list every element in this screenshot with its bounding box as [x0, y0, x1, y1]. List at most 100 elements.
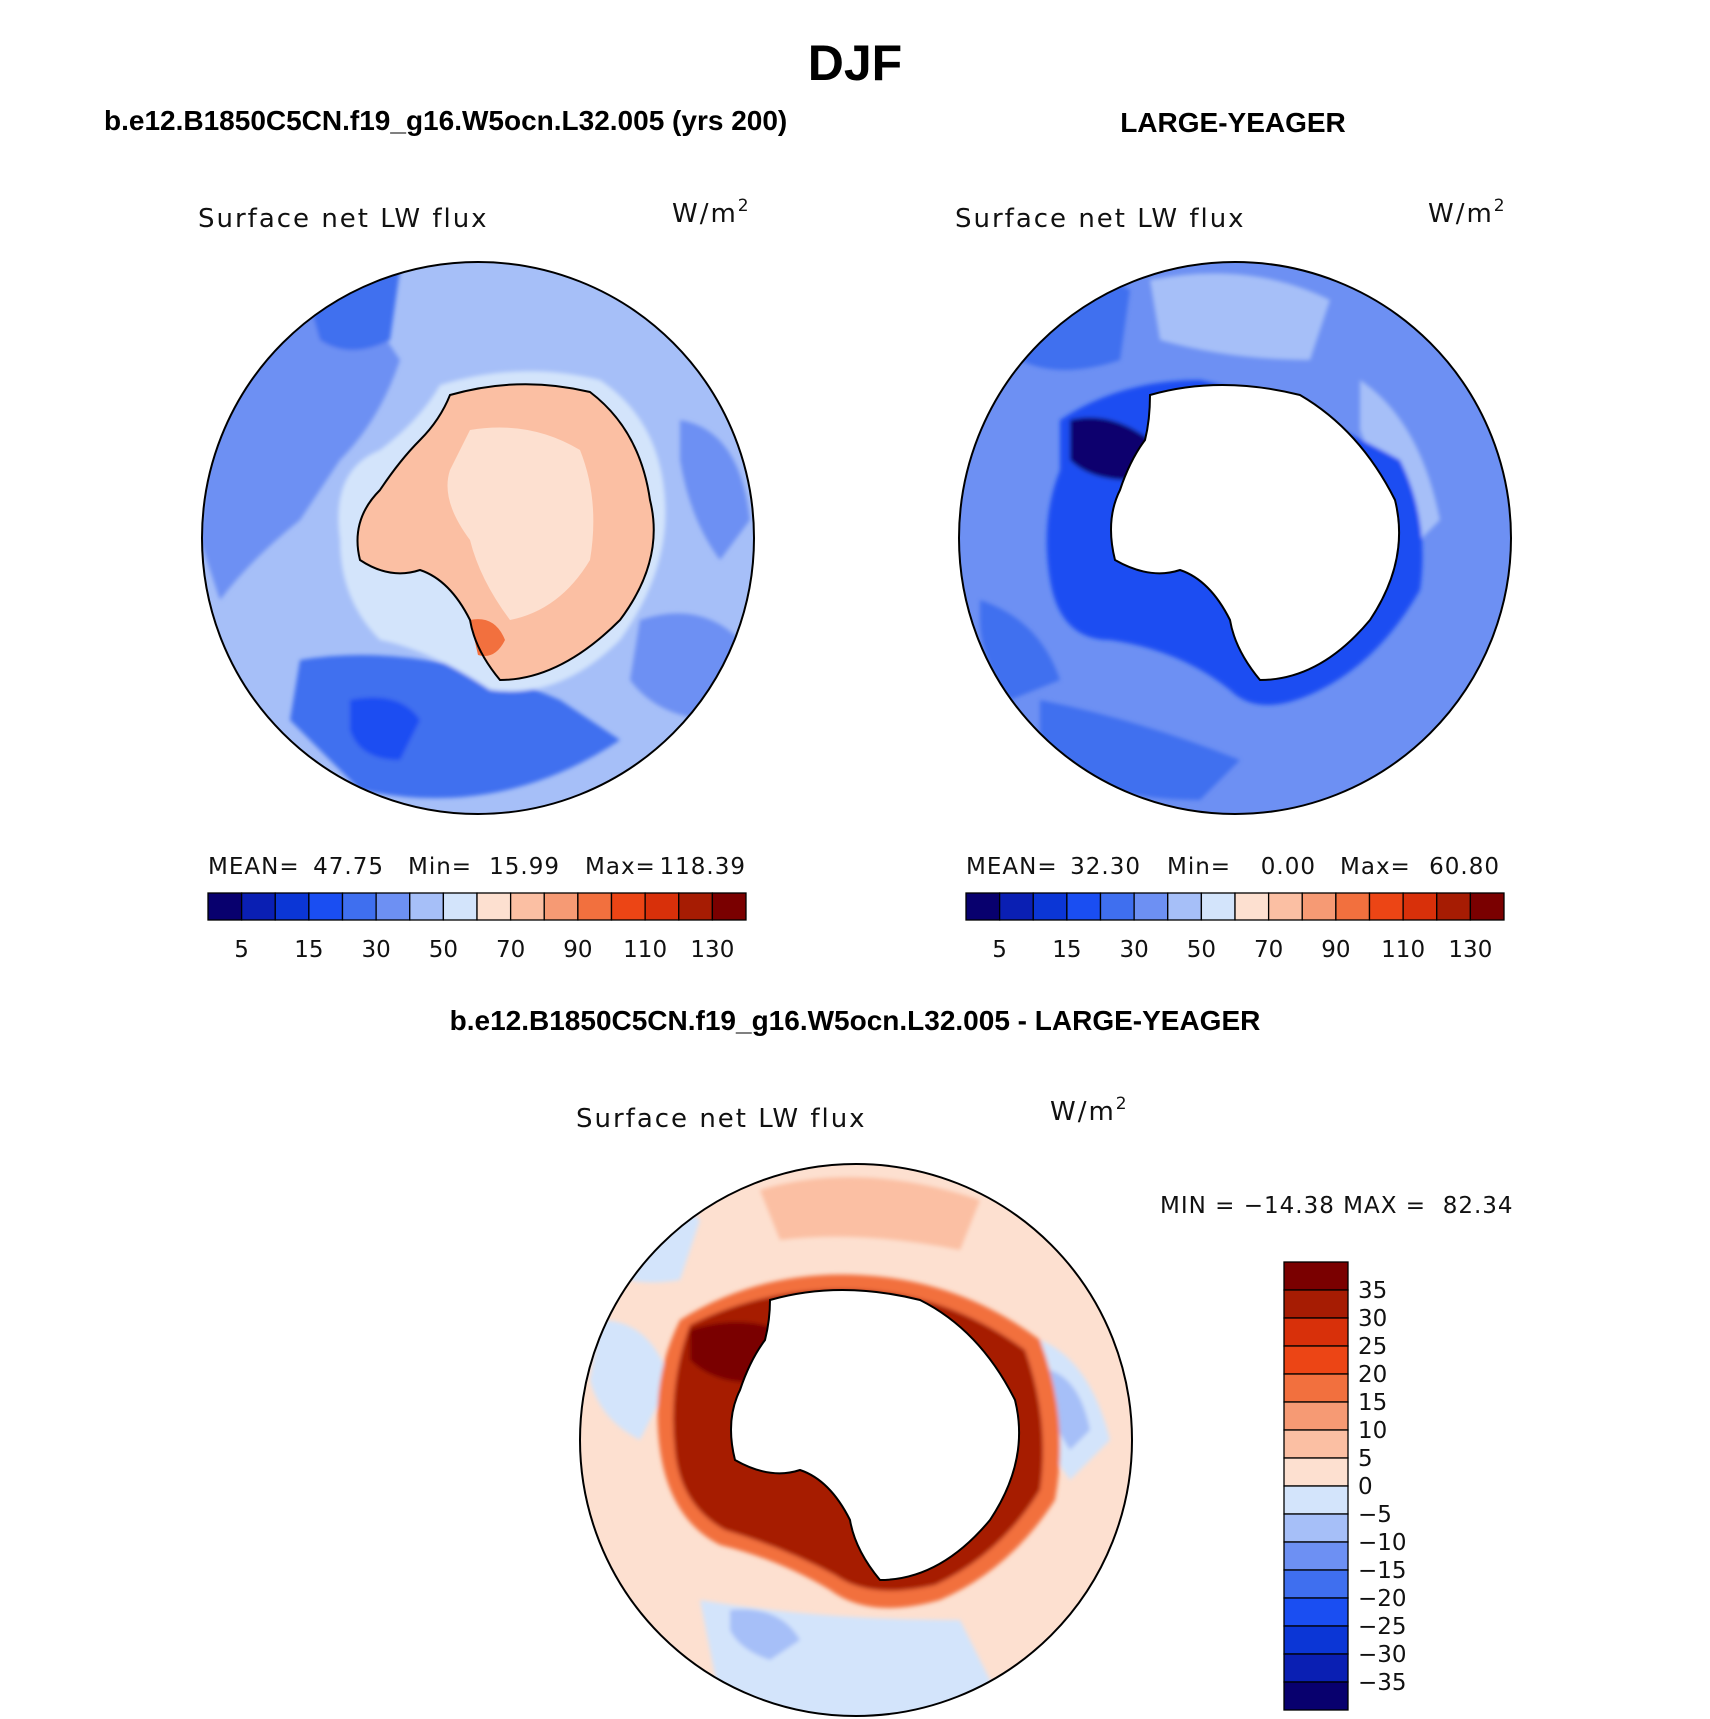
- diff-colorbar-tick-label: 5: [1358, 1446, 1373, 1472]
- left-units-base: W/m: [672, 199, 738, 229]
- right-map-coastline: [1110, 384, 1401, 682]
- diff-colorbar-swatch: [1283, 1345, 1349, 1375]
- left-map-antarctica-interior: [447, 427, 594, 620]
- left-colorbar-swatch: [678, 892, 714, 921]
- left-colorbar-swatch: [274, 892, 310, 921]
- left-colorbar-tick-label: 130: [690, 937, 734, 963]
- diff-units-base: W/m: [1050, 1097, 1116, 1127]
- diff-colorbar-swatch: [1283, 1513, 1349, 1543]
- left-colorbar-tick-label: 5: [234, 937, 249, 963]
- diff-colorbar-tick-label: −25: [1358, 1614, 1407, 1640]
- left-units-exp: 2: [738, 196, 751, 216]
- right-colorbar-swatch: [1032, 892, 1068, 921]
- right-colorbar-tick-label: 70: [1254, 937, 1283, 963]
- right-map-region-north: [1150, 273, 1330, 360]
- diff-units-exp: 2: [1116, 1094, 1129, 1114]
- diff-units: W/m2: [1050, 1094, 1129, 1127]
- left-stats-min-label: Min=: [408, 854, 472, 880]
- diff-colorbar-tick-label: 25: [1358, 1334, 1387, 1360]
- left-stats-max-label: Max=: [585, 854, 656, 880]
- diff-colorbar-swatch: [1283, 1681, 1349, 1711]
- right-colorbar-swatch: [1099, 892, 1135, 921]
- left-colorbar-swatch: [543, 892, 579, 921]
- left-map-region-south-core: [350, 697, 420, 760]
- left-colorbar-swatch: [341, 892, 377, 921]
- right-colorbar-swatch: [1066, 892, 1102, 921]
- diff-colorbar-tick-label: −15: [1358, 1558, 1407, 1584]
- diff-map-region-west: [590, 1320, 670, 1440]
- left-case-title: b.e12.B1850C5CN.f19_g16.W5ocn.L32.005 (y…: [104, 105, 787, 136]
- right-stats-min: 0.00: [1261, 854, 1316, 880]
- right-colorbar-swatch: [1402, 892, 1438, 921]
- right-colorbar-swatch: [1133, 892, 1169, 921]
- right-plot-title: Surface net LW flux: [955, 204, 1246, 234]
- diff-map-border: [579, 1163, 1133, 1717]
- left-colorbar-tick-label: 110: [623, 937, 667, 963]
- left-map-border: [201, 261, 755, 815]
- left-colorbar-tick-label: 90: [563, 937, 592, 963]
- right-colorbar-swatch: [1301, 892, 1337, 921]
- diff-colorbar-tick-label: −30: [1358, 1642, 1407, 1668]
- diff-colorbar-tick-label: 30: [1358, 1306, 1387, 1332]
- right-colorbar-swatch: [1436, 892, 1472, 921]
- diff-colorbar-swatch: [1283, 1401, 1349, 1431]
- left-colorbar-tick-label: 15: [294, 937, 323, 963]
- right-stats-max: 60.80: [1429, 854, 1500, 880]
- right-colorbar-swatch: [965, 892, 1001, 921]
- right-colorbar-swatch: [1368, 892, 1404, 921]
- page-title: DJF: [808, 35, 902, 91]
- left-stats-min: 15.99: [489, 854, 560, 880]
- diff-colorbar-tick-label: 35: [1358, 1278, 1387, 1304]
- right-colorbar-swatch: [1167, 892, 1203, 921]
- diff-colorbar-tick-label: 10: [1358, 1418, 1387, 1444]
- diff-plot-title: Surface net LW flux: [576, 1104, 867, 1134]
- diff-map-coastline: [730, 1289, 1021, 1582]
- left-colorbar-swatch: [240, 892, 276, 921]
- right-colorbar-swatch: [1234, 892, 1270, 921]
- diff-colorbar-tick-label: −20: [1358, 1586, 1407, 1612]
- left-map-region-east: [680, 420, 750, 560]
- right-colorbar-tick-label: 90: [1321, 937, 1350, 963]
- right-map-region-southwest: [980, 600, 1060, 700]
- right-stats-mean: 32.30: [1070, 854, 1141, 880]
- right-units: W/m2: [1428, 196, 1507, 229]
- right-stats-max-label: Max=: [1340, 854, 1411, 880]
- left-stats-mean-label: MEAN=: [208, 854, 300, 880]
- left-stats-max: 118.39: [660, 854, 746, 880]
- diff-colorbar-swatch: [1283, 1653, 1349, 1683]
- left-colorbar-swatch: [476, 892, 512, 921]
- diff-map-antarctica-mask: [731, 1290, 1020, 1580]
- diff-colorbar-tick-label: −10: [1358, 1530, 1407, 1556]
- left-colorbar-swatch: [610, 892, 646, 921]
- left-colorbar-swatch: [509, 892, 545, 921]
- left-colorbar-swatch: [207, 892, 243, 921]
- diff-colorbar-swatch: [1283, 1597, 1349, 1627]
- right-colorbar-tick-label: 30: [1119, 937, 1148, 963]
- diff-colorbar-swatch: [1283, 1625, 1349, 1655]
- right-map-antarctica-mask: [1111, 385, 1400, 680]
- right-colorbar-swatch: [998, 892, 1034, 921]
- left-colorbar: 5 15 30 50 70 90 110 130: [207, 892, 747, 963]
- diff-colorbar-tick-label: 15: [1358, 1390, 1387, 1416]
- left-map-coastline: [356, 383, 655, 682]
- right-units-base: W/m: [1428, 199, 1494, 229]
- diff-case-title: b.e12.B1850C5CN.f19_g16.W5ocn.L32.005 - …: [450, 1005, 1261, 1036]
- diff-colorbar-tick-label: 0: [1358, 1474, 1373, 1500]
- left-colorbar-swatch: [442, 892, 478, 921]
- left-map-region-south: [290, 655, 620, 799]
- diff-colorbar-swatch: [1283, 1429, 1349, 1459]
- diff-colorbar-tick-label: −5: [1358, 1502, 1392, 1528]
- left-colorbar-swatch: [375, 892, 411, 921]
- diff-map: [579, 1163, 1133, 1717]
- right-map-border: [958, 261, 1512, 815]
- diff-colorbar-swatch: [1283, 1569, 1349, 1599]
- right-map: [958, 261, 1512, 815]
- diff-colorbar-swatch: [1283, 1541, 1349, 1571]
- left-colorbar-swatch: [577, 892, 613, 921]
- left-map: [201, 261, 755, 815]
- right-colorbar-tick-label: 15: [1052, 937, 1081, 963]
- left-colorbar-tick-label: 30: [361, 937, 390, 963]
- right-stats-min-label: Min=: [1167, 854, 1231, 880]
